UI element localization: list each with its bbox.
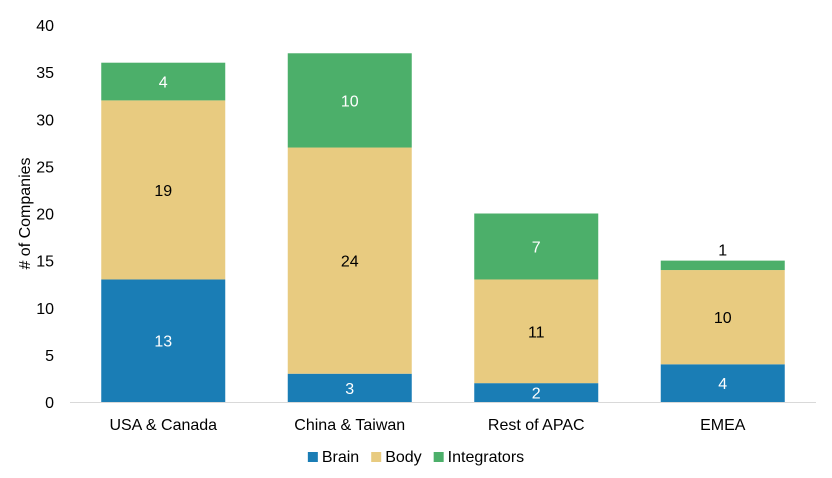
bar-segment-integrators bbox=[287, 53, 412, 148]
bar-segment-brain bbox=[660, 364, 785, 402]
y-tick-label: 35 bbox=[36, 65, 54, 82]
bar-value-label: 7 bbox=[532, 239, 541, 256]
bar-value-label: 3 bbox=[345, 381, 354, 398]
legend-swatch-brain bbox=[307, 452, 318, 462]
legend: Brain Body Integrators bbox=[307, 449, 524, 466]
legend-label-body: Body bbox=[385, 449, 421, 466]
bar-segment-body bbox=[101, 100, 226, 280]
x-axis-ticks: USA & Canada China & Taiwan Rest of APAC EM… bbox=[109, 417, 745, 434]
y-tick-label: 0 bbox=[45, 395, 54, 412]
bar-segment-body bbox=[474, 279, 599, 384]
bar-value-label: 19 bbox=[154, 183, 172, 200]
bar-segment-brain bbox=[101, 279, 226, 402]
x-tick-label: EMEA bbox=[700, 417, 746, 434]
bar-value-labels: 13 19 4 3 24 10 2 11 7 4 10 1 bbox=[154, 75, 731, 403]
bar-value-label: 4 bbox=[159, 75, 168, 92]
bar-segment-integrators bbox=[474, 213, 599, 280]
y-tick-label: 15 bbox=[36, 254, 54, 271]
bar-value-label: 13 bbox=[154, 334, 172, 351]
x-tick-label: Rest of APAC bbox=[488, 417, 585, 434]
bar-segment-integrators bbox=[660, 260, 785, 271]
y-axis-title: # of Companies bbox=[17, 157, 34, 269]
bar-value-label: 2 bbox=[532, 386, 541, 403]
bars bbox=[101, 53, 785, 402]
x-tick-label: China & Taiwan bbox=[294, 417, 405, 434]
y-tick-label: 5 bbox=[45, 348, 54, 365]
bar-value-label: 10 bbox=[341, 93, 359, 110]
legend-swatch-body bbox=[371, 452, 382, 462]
y-axis-ticks: 0 5 10 15 20 25 30 35 40 bbox=[36, 18, 54, 412]
legend-label-brain: Brain bbox=[322, 449, 359, 466]
legend-label-integrators: Integrators bbox=[448, 449, 524, 466]
bar-segment-brain bbox=[287, 373, 412, 402]
bar-value-label: 11 bbox=[528, 324, 545, 341]
bar-segment-body bbox=[660, 270, 785, 365]
bar-segment-integrators bbox=[101, 62, 226, 101]
bar-value-label: 4 bbox=[718, 376, 727, 393]
y-tick-label: 20 bbox=[36, 207, 54, 224]
y-tick-label: 10 bbox=[36, 301, 54, 318]
legend-swatch-integrators bbox=[433, 452, 444, 462]
bar-segment-brain bbox=[474, 383, 599, 402]
bar-value-label: 10 bbox=[714, 310, 732, 327]
y-tick-label: 25 bbox=[36, 159, 54, 176]
x-tick-label: USA & Canada bbox=[109, 417, 217, 434]
y-tick-label: 30 bbox=[36, 112, 54, 129]
bar-segment-body bbox=[287, 147, 412, 374]
y-tick-label: 40 bbox=[36, 18, 54, 35]
bar-value-label: 24 bbox=[341, 254, 359, 271]
bar-value-label: 1 bbox=[718, 243, 727, 260]
